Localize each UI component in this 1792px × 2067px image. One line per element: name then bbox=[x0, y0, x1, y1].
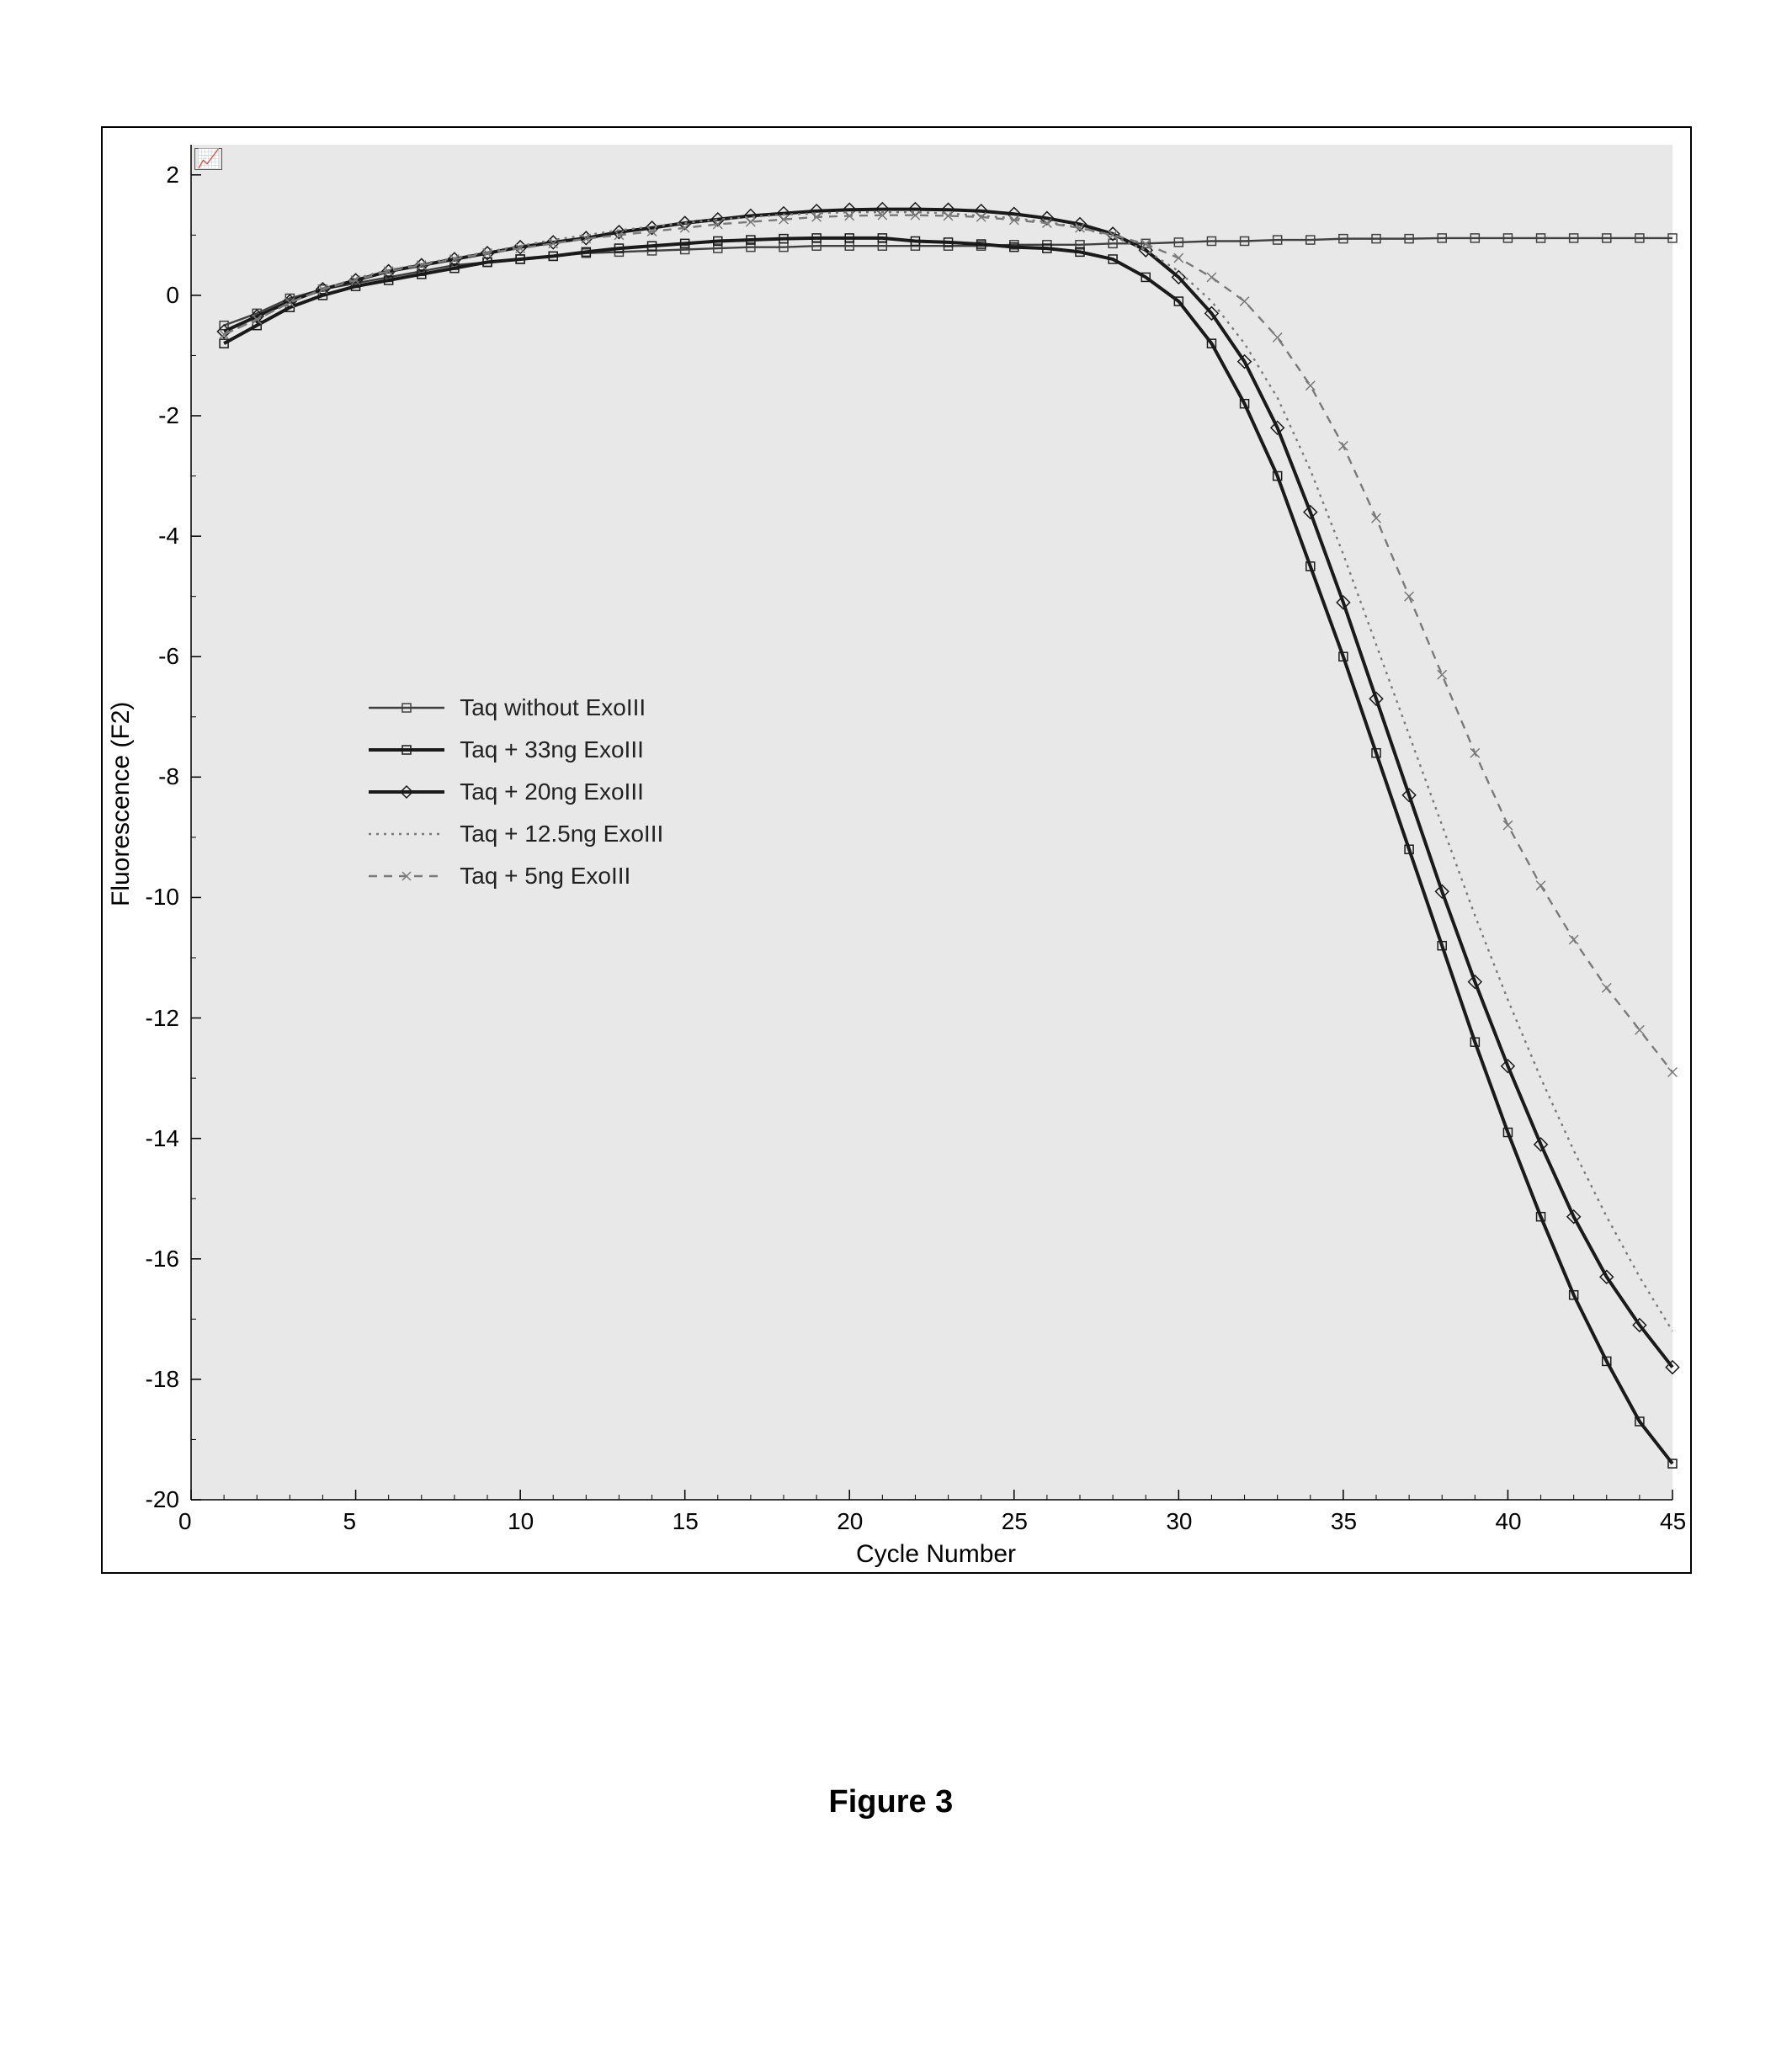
legend-swatch-icon bbox=[369, 737, 444, 763]
legend-label: Taq + 12.5ng ExoIII bbox=[460, 821, 663, 848]
legend-swatch-icon bbox=[369, 863, 444, 889]
legend-label: Taq without ExoIII bbox=[460, 694, 646, 721]
legend-item: Taq + 5ng ExoIII bbox=[369, 855, 663, 897]
x-tick: 25 bbox=[1002, 1508, 1028, 1535]
legend-swatch-icon bbox=[369, 821, 444, 847]
legend-item: Taq without ExoIII bbox=[369, 687, 663, 729]
chart-type-icon: 📈 bbox=[194, 148, 222, 170]
y-tick: -10 bbox=[146, 884, 179, 911]
legend-swatch-icon bbox=[369, 779, 444, 805]
x-tick: 40 bbox=[1495, 1508, 1521, 1535]
legend-swatch-icon bbox=[369, 695, 444, 720]
y-tick: -8 bbox=[158, 763, 179, 790]
y-tick: -4 bbox=[158, 523, 179, 550]
legend-item: Taq + 33ng ExoIII bbox=[369, 729, 663, 771]
legend-label: Taq + 33ng ExoIII bbox=[460, 736, 644, 763]
x-axis-label: Cycle Number bbox=[856, 1540, 1016, 1569]
y-tick: -12 bbox=[146, 1005, 179, 1032]
x-tick: 5 bbox=[343, 1508, 357, 1535]
x-tick: 0 bbox=[178, 1508, 192, 1535]
y-tick: -14 bbox=[146, 1125, 179, 1152]
x-tick: 35 bbox=[1331, 1508, 1357, 1535]
y-tick: 2 bbox=[166, 162, 179, 189]
y-tick: -2 bbox=[158, 402, 179, 429]
x-tick: 15 bbox=[673, 1508, 699, 1535]
y-tick: 0 bbox=[166, 282, 179, 309]
legend-label: Taq + 5ng ExoIII bbox=[460, 863, 630, 890]
legend-item: Taq + 12.5ng ExoIII bbox=[369, 813, 663, 855]
y-axis-label: Fluorescence (F2) bbox=[107, 702, 136, 906]
legend: Taq without ExoIII Taq + 33ng ExoIII Taq +… bbox=[369, 687, 663, 897]
legend-item: Taq + 20ng ExoIII bbox=[369, 771, 663, 813]
y-tick: -16 bbox=[146, 1246, 179, 1273]
y-tick: -6 bbox=[158, 643, 179, 670]
y-tick: -18 bbox=[146, 1366, 179, 1393]
chart-frame: Fluorescence (F2) Cycle Number Taq witho… bbox=[101, 126, 1692, 1574]
x-tick: 45 bbox=[1660, 1508, 1686, 1535]
x-tick: 20 bbox=[837, 1508, 863, 1535]
x-tick: 30 bbox=[1166, 1508, 1192, 1535]
legend-label: Taq + 20ng ExoIII bbox=[460, 778, 644, 805]
x-tick: 10 bbox=[508, 1508, 534, 1535]
y-tick: -20 bbox=[146, 1486, 179, 1513]
chart-svg bbox=[103, 128, 1694, 1575]
figure-caption: Figure 3 bbox=[829, 1784, 954, 1820]
